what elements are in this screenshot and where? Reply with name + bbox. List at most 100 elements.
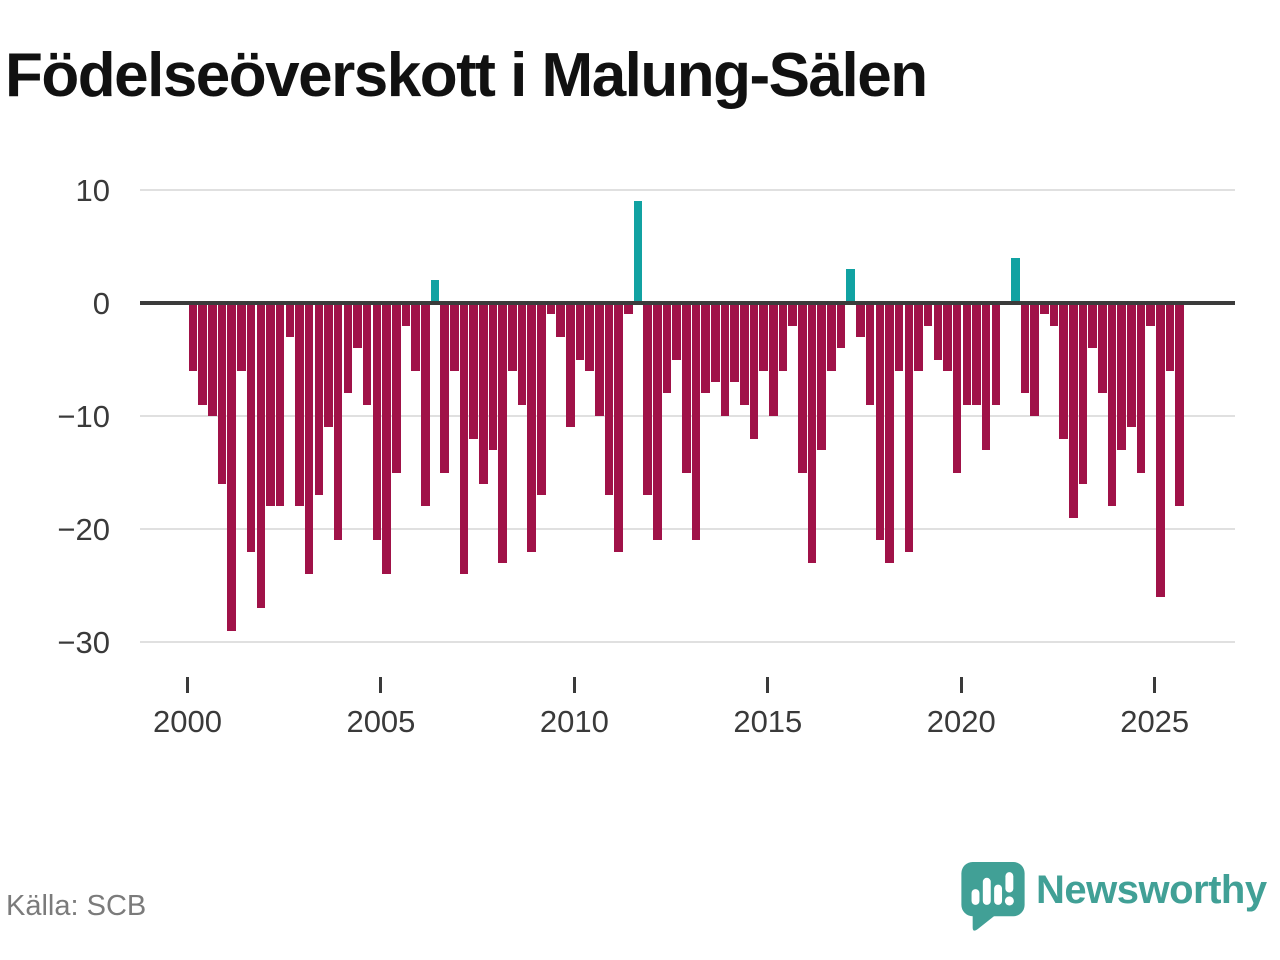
bar-2003-Q4	[333, 303, 343, 541]
bar-2012-Q4	[682, 303, 691, 473]
bar-2004-Q4	[372, 303, 382, 541]
bar-2021-Q3	[1020, 303, 1030, 394]
bar-2013-Q3	[711, 303, 720, 383]
bar-2019-Q3	[943, 303, 952, 371]
bar-2000-Q4	[217, 303, 227, 484]
bar-2002-Q1	[266, 303, 275, 507]
bar-2013-Q2	[701, 303, 710, 394]
bar-2011-Q4	[643, 303, 652, 496]
bar-2005-Q1	[382, 303, 391, 575]
newsworthy-bubble-icon	[961, 862, 1025, 931]
bar-2017-Q2	[856, 303, 865, 337]
bar-2005-Q4	[411, 303, 420, 371]
bar-2015-Q4	[798, 303, 807, 473]
bar-2023-Q4	[1107, 303, 1117, 507]
bar-2021-Q4	[1030, 303, 1039, 416]
bar-2007-Q2	[469, 303, 478, 439]
bar-2010-Q3	[595, 303, 604, 416]
bar-2025-Q3	[1175, 303, 1184, 507]
bar-2019-Q2	[933, 303, 943, 360]
bar-2002-Q4	[295, 303, 304, 507]
bar-2012-Q2	[662, 303, 672, 394]
bar-2022-Q2	[1049, 303, 1059, 326]
bar-2017-Q1	[846, 269, 856, 303]
bar-2006-Q3	[440, 303, 449, 473]
bar-2005-Q3	[401, 303, 411, 326]
bar-2000-Q1	[188, 303, 198, 371]
bar-2015-Q3	[788, 303, 798, 326]
bar-2013-Q1	[691, 303, 701, 541]
bar-2020-Q3	[981, 303, 991, 450]
bar-2024-Q2	[1126, 303, 1136, 428]
x-axis-tick-label: 2020	[926, 704, 996, 739]
bar-2008-Q1	[498, 303, 507, 563]
bar-2019-Q1	[923, 303, 933, 326]
x-axis-tick-mark	[572, 677, 576, 693]
bar-2001-Q2	[237, 303, 246, 371]
bar-2004-Q2	[353, 303, 362, 349]
bar-2024-Q1	[1117, 303, 1126, 450]
bar-2007-Q4	[488, 303, 498, 450]
bar-2008-Q2	[507, 303, 517, 371]
bar-2003-Q1	[304, 303, 314, 575]
bar-2000-Q2	[198, 303, 208, 405]
bar-2024-Q3	[1136, 303, 1146, 473]
newsworthy-wordmark: Newsworthy	[1036, 868, 1267, 912]
bar-2010-Q2	[585, 303, 594, 371]
bar-2018-Q2	[894, 303, 904, 371]
bar-2022-Q1	[1039, 303, 1049, 315]
bar-2009-Q2	[546, 303, 556, 315]
x-axis-tick-mark	[379, 677, 383, 693]
bar-2017-Q3	[865, 303, 875, 405]
bar-2010-Q1	[575, 303, 585, 360]
zero-axis-line	[140, 301, 1235, 305]
bar-2014-Q4	[759, 303, 769, 371]
bar-2000-Q3	[208, 303, 217, 416]
bar-2014-Q2	[740, 303, 749, 405]
bar-2009-Q1	[536, 303, 546, 496]
bar-2006-Q4	[449, 303, 459, 371]
bar-2015-Q1	[769, 303, 778, 416]
x-axis-tick-mark	[766, 677, 770, 693]
bar-2022-Q4	[1068, 303, 1078, 518]
bar-2006-Q2	[430, 280, 440, 303]
bar-2020-Q2	[972, 303, 981, 405]
bar-2016-Q3	[827, 303, 836, 371]
bar-2025-Q1	[1156, 303, 1165, 597]
bar-2011-Q2	[624, 303, 633, 315]
bar-2011-Q1	[614, 303, 623, 552]
bar-2025-Q2	[1165, 303, 1175, 371]
bar-2011-Q3	[633, 201, 643, 303]
bar-2017-Q4	[875, 303, 885, 541]
chart-title: Födelseöverskott i Malung-Sälen	[5, 41, 928, 110]
source-label: Källa: SCB	[6, 890, 147, 922]
bar-2020-Q1	[962, 303, 972, 405]
bar-2019-Q4	[952, 303, 962, 473]
bar-2018-Q1	[885, 303, 894, 563]
bar-2009-Q4	[566, 303, 575, 428]
y-axis-tick-label: −20	[57, 512, 110, 547]
bar-2022-Q3	[1059, 303, 1068, 439]
bar-2016-Q2	[817, 303, 827, 450]
bar-2014-Q1	[730, 303, 740, 383]
bar-2018-Q3	[904, 303, 914, 552]
bar-2003-Q3	[324, 303, 333, 428]
bar-2023-Q2	[1088, 303, 1097, 349]
bar-2018-Q4	[914, 303, 923, 371]
bar-2002-Q3	[285, 303, 295, 337]
bar-2012-Q1	[653, 303, 662, 541]
bar-2007-Q3	[478, 303, 488, 484]
x-axis-tick-label: 2015	[733, 704, 803, 739]
bar-2024-Q4	[1146, 303, 1155, 326]
bar-2004-Q3	[362, 303, 372, 405]
gridline-y-30	[140, 641, 1235, 643]
bar-2009-Q3	[556, 303, 565, 337]
bar-2004-Q1	[343, 303, 353, 394]
bar-2001-Q1	[227, 303, 237, 631]
bar-2002-Q2	[275, 303, 285, 507]
bar-2001-Q4	[256, 303, 266, 609]
x-axis-tick-mark	[959, 677, 963, 693]
x-axis-tick-mark	[1153, 677, 1157, 693]
bar-2005-Q2	[391, 303, 401, 473]
